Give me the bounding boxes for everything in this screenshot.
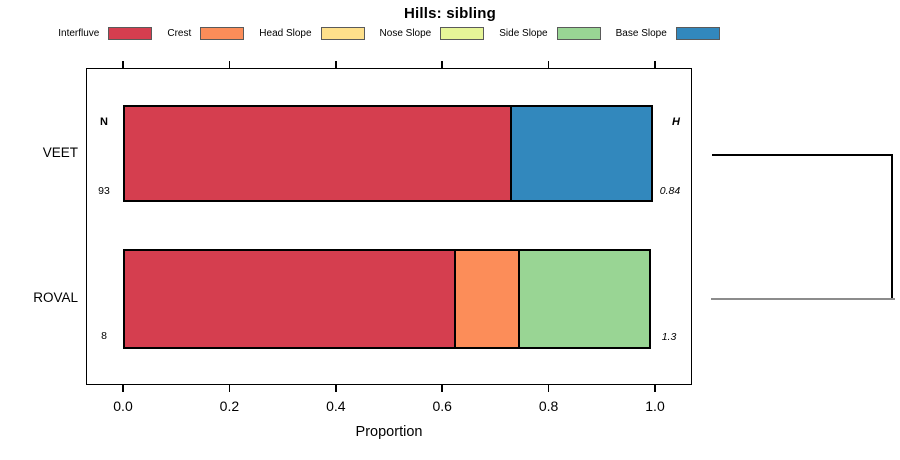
- legend-item-side-slope: Side Slope: [499, 26, 601, 40]
- legend-label: Base Slope: [615, 27, 667, 39]
- h-column-header: H: [672, 116, 680, 128]
- bar-segment-crest: [453, 249, 520, 349]
- x-axis-tick-label: 0.0: [113, 398, 133, 414]
- x-axis-tick-label: 1.0: [645, 398, 665, 414]
- h-value-roval: 1.3: [661, 331, 677, 343]
- bar-veet: [123, 105, 655, 202]
- legend-label: Interfluve: [58, 27, 100, 39]
- bar-roval: [123, 249, 655, 349]
- legend-item-crest: Crest: [167, 26, 245, 40]
- legend-label: Head Slope: [259, 27, 312, 39]
- legend-swatch: [556, 26, 601, 40]
- x-axis-tick-top: [122, 61, 124, 68]
- x-axis-tick-bottom: [228, 385, 231, 392]
- legend-swatch: [200, 26, 245, 40]
- x-axis-tick-label: 0.6: [432, 398, 452, 414]
- legend-item-interfluve: Interfluve: [58, 26, 153, 40]
- legend-item-base-slope: Base Slope: [615, 26, 720, 40]
- legend-swatch: [440, 26, 485, 40]
- x-axis-tick-top: [547, 61, 550, 68]
- legend-item-nose-slope: Nose Slope: [379, 26, 485, 40]
- x-axis-tick-top: [654, 61, 656, 68]
- bar-segment-base-slope: [509, 105, 653, 202]
- x-axis-tick-label: 0.4: [326, 398, 346, 414]
- x-axis-tick-bottom: [441, 385, 443, 392]
- x-axis-tick-bottom: [654, 385, 656, 392]
- legend-swatch: [108, 26, 153, 40]
- n-value-roval: 8: [101, 330, 107, 342]
- category-label-roval: ROVAL: [33, 290, 78, 305]
- legend-label: Side Slope: [499, 27, 548, 39]
- legend-swatch: [320, 26, 365, 40]
- x-axis-tick-top: [441, 61, 443, 68]
- dendrogram-branch-roval: [711, 298, 895, 300]
- chart-title: Hills: sibling: [404, 5, 496, 22]
- legend-item-head-slope: Head Slope: [259, 26, 365, 40]
- bar-segment-side-slope: [518, 249, 651, 349]
- n-value-veet: 93: [98, 185, 110, 197]
- x-axis-tick-label: 0.8: [538, 398, 559, 414]
- dendrogram-branch-veet: [712, 154, 893, 156]
- n-column-header: N: [100, 116, 108, 128]
- h-value-veet: 0.84: [659, 185, 681, 197]
- x-axis-tick-top: [228, 61, 231, 68]
- x-axis-label: Proportion: [355, 424, 423, 440]
- x-axis-tick-bottom: [547, 385, 550, 392]
- dendrogram-merge-line: [891, 154, 893, 300]
- x-axis-tick-label: 0.2: [219, 398, 240, 414]
- x-axis-tick-bottom: [122, 385, 124, 392]
- legend-swatch: [675, 26, 720, 40]
- category-label-veet: VEET: [42, 145, 78, 160]
- x-axis-tick-bottom: [335, 385, 337, 392]
- legend-label: Nose Slope: [379, 27, 432, 39]
- bar-segment-interfluve: [123, 105, 512, 202]
- bar-segment-interfluve: [123, 249, 456, 349]
- x-axis-tick-top: [335, 61, 337, 68]
- legend: Interfluve Crest Head Slope Nose Slope Side …: [58, 25, 720, 41]
- legend-label: Crest: [167, 27, 192, 39]
